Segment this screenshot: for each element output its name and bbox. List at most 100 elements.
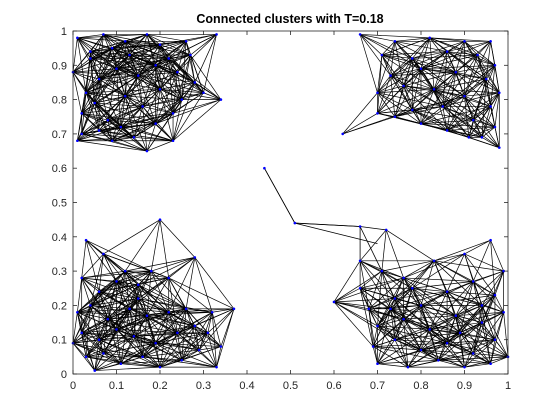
edge-cluster-3: [194, 325, 222, 347]
edge-cluster-1: [133, 106, 143, 138]
edge-cluster-3: [138, 298, 213, 313]
edge-cluster-2: [412, 37, 430, 59]
edge-cluster-3: [142, 325, 195, 358]
data-point-cluster-4: [489, 238, 492, 242]
edge-cluster-4: [377, 308, 391, 364]
edge-cluster-1: [133, 136, 174, 142]
data-point-cluster-1: [123, 94, 127, 98]
data-point-cluster-1: [136, 74, 140, 77]
edge-cluster-4: [377, 329, 430, 365]
edge-cluster-3: [194, 308, 235, 327]
x-tick-label: 0.2: [152, 380, 167, 392]
edge-cluster-2: [412, 109, 474, 121]
data-point-cluster-3: [115, 328, 118, 331]
data-point-cluster-3: [76, 310, 79, 314]
edge-cluster-1: [90, 51, 139, 76]
edge-cluster-4: [433, 260, 496, 296]
edge-cluster-4: [412, 253, 465, 289]
edge-cluster-3: [103, 353, 122, 365]
edge-cluster-4: [377, 342, 448, 365]
data-point-cluster-3: [102, 352, 105, 355]
edge-cluster-1: [98, 95, 126, 131]
edge-cluster-2: [381, 54, 404, 87]
edge-cluster-4: [464, 253, 496, 296]
data-point-cluster-4: [493, 338, 497, 342]
edge-cluster-2: [381, 54, 391, 76]
x-tick-label: 0.7: [370, 380, 385, 392]
edge-cluster-2: [360, 34, 395, 42]
data-point-cluster-1: [193, 81, 197, 84]
edge-cluster-1: [99, 58, 169, 80]
edge-cluster-1: [77, 126, 121, 142]
edge-cluster-1: [168, 58, 204, 93]
edge-cluster-3: [81, 270, 152, 279]
edge-cluster-1: [190, 54, 222, 100]
edge-cluster-4: [429, 322, 482, 330]
data-point-cluster-3: [115, 280, 118, 283]
edge-cluster-2: [377, 41, 396, 93]
edge-cluster-2: [477, 54, 487, 80]
edge-cluster-1: [186, 34, 217, 42]
x-tick-label: 0.1: [109, 380, 124, 392]
edge-bridge: [359, 226, 383, 272]
data-point-cluster-4: [463, 365, 466, 369]
edge-cluster-1: [155, 41, 187, 66]
data-point-cluster-3: [193, 324, 197, 328]
data-point-cluster-4: [471, 280, 475, 283]
data-point-cluster-4: [411, 286, 414, 290]
edge-cluster-3: [77, 312, 100, 340]
edge-cluster-3: [142, 356, 161, 368]
edge-cluster-3: [150, 219, 161, 272]
x-tick-label: 0: [70, 380, 76, 392]
edge-cluster-2: [359, 34, 383, 56]
edge-cluster-3: [198, 349, 217, 368]
edge-cluster-3: [207, 332, 217, 368]
edge-cluster-1: [77, 130, 100, 142]
data-point-cluster-2: [445, 129, 449, 132]
data-point-cluster-2: [432, 88, 436, 91]
data-point-cluster-2: [454, 70, 458, 74]
edge-cluster-1: [90, 51, 126, 97]
edge-cluster-1: [81, 106, 143, 135]
edge-cluster-3: [129, 308, 195, 327]
edge-cluster-3: [94, 353, 104, 371]
edge-cluster-4: [368, 308, 430, 330]
edge-cluster-3: [150, 270, 170, 313]
data-point-cluster-4: [445, 341, 449, 345]
data-point-cluster-2: [428, 36, 432, 40]
edge-cluster-1: [168, 54, 191, 59]
data-point-cluster-3: [232, 307, 236, 311]
edge-cluster-3: [151, 257, 195, 272]
edge-cluster-1: [168, 58, 178, 73]
edge-cluster-3: [81, 305, 91, 333]
edge-cluster-4: [438, 322, 483, 361]
edge-cluster-4: [368, 287, 413, 310]
edge-cluster-4: [333, 287, 361, 303]
edge-cluster-4: [359, 260, 370, 309]
edge-cluster-1: [190, 54, 196, 83]
edge-cluster-2: [481, 137, 500, 148]
edge-cluster-4: [438, 353, 474, 361]
edge-cluster-4: [473, 270, 504, 282]
edge-cluster-3: [133, 308, 187, 337]
edge-cluster-1: [94, 102, 135, 138]
edge-cluster-2: [394, 89, 435, 118]
edge-cluster-1: [172, 99, 221, 114]
edge-cluster-1: [146, 34, 169, 59]
data-point-cluster-4: [389, 307, 392, 311]
edge-cluster-2: [394, 106, 443, 118]
data-point-cluster-1: [80, 112, 83, 115]
edge-cluster-3: [72, 291, 100, 344]
edge-cluster-1: [129, 54, 143, 107]
edge-cluster-3: [177, 332, 222, 347]
edge-cluster-3: [116, 277, 169, 282]
data-point-cluster-3: [141, 355, 144, 359]
edge-cluster-4: [447, 291, 495, 296]
data-point-cluster-1: [176, 70, 179, 74]
edge-cluster-1: [159, 40, 187, 46]
edge-cluster-1: [138, 71, 178, 76]
data-point-cluster-1: [167, 57, 170, 60]
edge-cluster-1: [124, 58, 169, 97]
edge-cluster-3: [72, 335, 134, 344]
edge-cluster-1: [203, 92, 222, 100]
